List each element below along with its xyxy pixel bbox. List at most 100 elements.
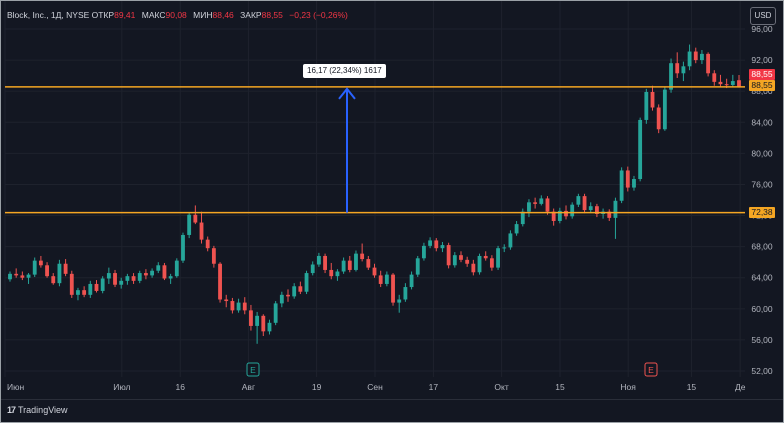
candle-body bbox=[119, 280, 124, 285]
price-axis[interactable]: 52,0056,0060,0064,0068,0072,0076,0080,00… bbox=[751, 24, 773, 376]
candle-body bbox=[434, 240, 439, 249]
candle bbox=[656, 104, 661, 134]
candle-body bbox=[255, 315, 260, 326]
time-axis[interactable]: Июн Июл 16 Авг 19 Сен 17 Окт 15 Ноя 15 Де bbox=[7, 382, 746, 392]
candle-body bbox=[137, 273, 142, 281]
candle-body bbox=[236, 302, 241, 311]
candle bbox=[415, 255, 420, 277]
candle-body bbox=[199, 222, 204, 240]
candlestick-chart[interactable]: 52,0056,0060,0064,0068,0072,0076,0080,00… bbox=[1, 1, 783, 399]
candle bbox=[422, 242, 426, 261]
candle bbox=[471, 259, 476, 276]
candle-body bbox=[576, 196, 581, 205]
candle-body bbox=[625, 170, 630, 188]
candle-body bbox=[76, 290, 80, 295]
candle-body bbox=[502, 247, 507, 249]
candle-body bbox=[156, 265, 161, 271]
candle bbox=[162, 262, 167, 281]
candle bbox=[366, 255, 371, 270]
price-axis-label: 52,00 bbox=[751, 366, 773, 376]
candle-body bbox=[452, 255, 457, 266]
candle-body bbox=[242, 302, 247, 311]
candle bbox=[576, 193, 581, 207]
candle-body bbox=[211, 248, 216, 264]
candle-body bbox=[261, 315, 266, 332]
candle bbox=[446, 242, 451, 269]
candle bbox=[650, 85, 655, 111]
time-axis-label: Де bbox=[735, 382, 746, 392]
candle-body bbox=[588, 206, 593, 211]
candle-body bbox=[230, 301, 235, 311]
candle bbox=[20, 271, 25, 281]
candle-body bbox=[607, 211, 612, 218]
candle bbox=[304, 270, 309, 295]
symbol-legend: Block, Inc., 1Д, NYSE ОТКР89,41 МАКС90,0… bbox=[7, 10, 352, 20]
price-axis-label: 80,00 bbox=[751, 148, 773, 158]
candle-body bbox=[428, 240, 433, 246]
earnings-marker-label: E bbox=[250, 365, 256, 375]
low-label: МИН bbox=[193, 10, 213, 20]
price-axis-label: 68,00 bbox=[751, 242, 773, 252]
candle bbox=[539, 195, 544, 206]
candle-body bbox=[323, 255, 327, 270]
candle bbox=[187, 212, 192, 239]
candle bbox=[527, 199, 531, 218]
candle bbox=[693, 47, 698, 64]
candle bbox=[700, 49, 704, 64]
candle-body bbox=[106, 273, 111, 279]
price-tag-last: 88,55 bbox=[749, 69, 775, 80]
candle bbox=[607, 209, 612, 221]
candle-body bbox=[508, 233, 513, 248]
candle-body bbox=[329, 269, 334, 277]
candle-body bbox=[619, 170, 624, 201]
candle bbox=[409, 271, 414, 290]
time-axis-label: 19 bbox=[312, 382, 322, 392]
candle-body bbox=[267, 322, 272, 332]
currency-button[interactable]: USD bbox=[750, 7, 776, 25]
candle-body bbox=[32, 260, 37, 275]
candle bbox=[100, 276, 105, 294]
time-axis-label: Июл bbox=[113, 382, 130, 392]
candle bbox=[730, 74, 735, 88]
candle bbox=[236, 298, 241, 313]
candle-body bbox=[489, 258, 494, 268]
candle-body bbox=[465, 259, 470, 264]
candle bbox=[82, 286, 87, 298]
candle-body bbox=[372, 267, 377, 276]
candle-body bbox=[205, 239, 210, 249]
candle-body bbox=[378, 275, 383, 284]
candle-body bbox=[279, 294, 284, 304]
candle-body bbox=[181, 234, 185, 261]
candle-body bbox=[131, 276, 136, 281]
candle-body bbox=[440, 245, 445, 249]
symbol-name: Block, Inc., 1Д, NYSE bbox=[7, 10, 90, 20]
candle bbox=[211, 245, 216, 268]
candle bbox=[718, 74, 723, 88]
measure-arrow[interactable] bbox=[338, 87, 356, 213]
candle-body bbox=[415, 258, 420, 275]
grid bbox=[4, 1, 745, 377]
candle bbox=[63, 259, 68, 277]
candle bbox=[316, 252, 321, 267]
candle-body bbox=[187, 214, 192, 235]
candle bbox=[150, 268, 155, 278]
candle-body bbox=[409, 274, 414, 288]
measure-arrow-head bbox=[338, 87, 356, 100]
candle-body bbox=[459, 255, 463, 260]
earnings-marker: E bbox=[644, 362, 658, 377]
level-lines[interactable] bbox=[5, 86, 745, 214]
candle-body bbox=[730, 81, 735, 85]
candle-body bbox=[51, 276, 56, 284]
candle-body bbox=[527, 202, 531, 212]
candle-body bbox=[693, 51, 698, 61]
candle bbox=[193, 205, 198, 225]
price-tag-level-lower: 72,38 bbox=[749, 207, 775, 218]
candle bbox=[625, 166, 630, 192]
candle bbox=[520, 208, 525, 227]
candle-body bbox=[144, 273, 148, 276]
candle bbox=[428, 237, 433, 249]
tradingview-logo[interactable]: 17 TradingView bbox=[7, 405, 68, 415]
candle bbox=[94, 280, 99, 293]
candle bbox=[459, 251, 463, 263]
price-axis-label: 60,00 bbox=[751, 304, 773, 314]
